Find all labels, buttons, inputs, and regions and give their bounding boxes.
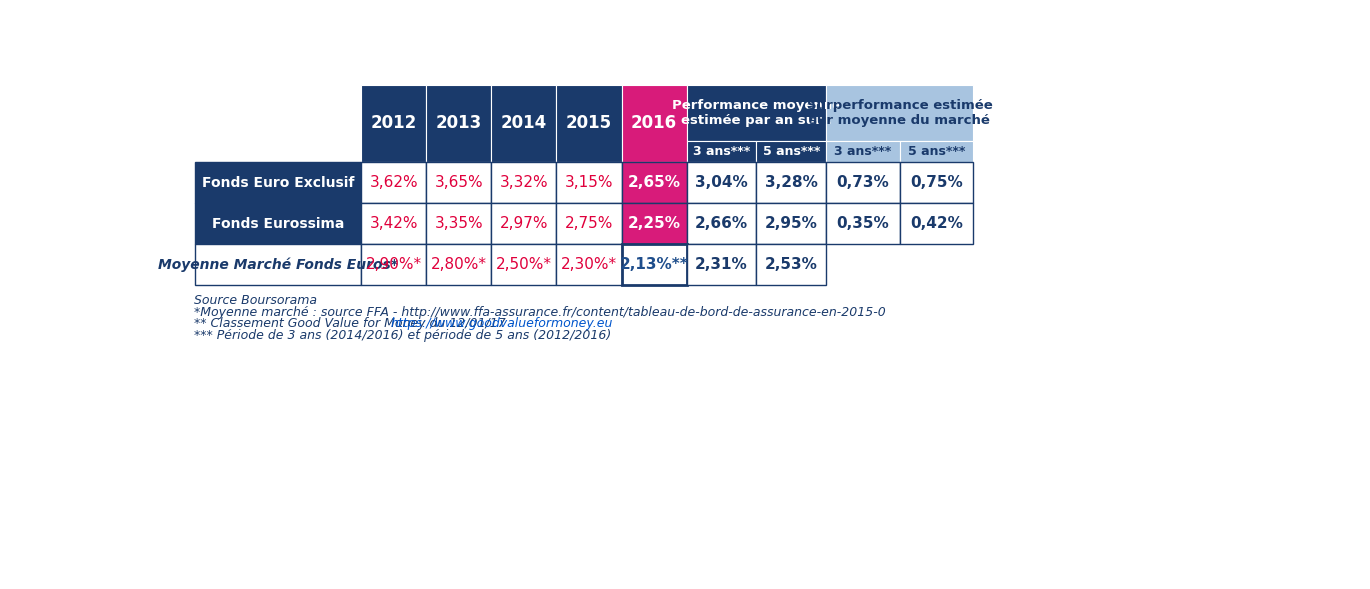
Bar (492, 203, 556, 244)
Text: 2,97%: 2,97% (500, 216, 548, 231)
Bar (362, 163, 426, 203)
Bar (622, 85, 686, 163)
Bar (622, 244, 686, 284)
Bar (686, 163, 756, 203)
Text: 3,35%: 3,35% (434, 216, 484, 231)
Text: 3 ans***: 3 ans*** (693, 145, 751, 158)
Bar (426, 85, 492, 163)
Bar (492, 163, 556, 203)
Text: 2,80%*: 2,80%* (430, 257, 486, 272)
Bar (492, 244, 556, 284)
Bar (492, 85, 556, 163)
Bar (622, 203, 686, 244)
Bar (756, 244, 826, 284)
Bar (686, 85, 826, 141)
Text: ** Classement Good Value for Money du 12/01/17 -: ** Classement Good Value for Money du 12… (195, 317, 519, 330)
Text: 2014: 2014 (501, 114, 547, 133)
Bar (362, 203, 426, 244)
Bar (556, 244, 622, 284)
Bar (426, 244, 492, 284)
Text: 2016: 2016 (632, 114, 677, 133)
Text: 3 ans***: 3 ans*** (834, 145, 892, 158)
Bar (826, 203, 900, 244)
Text: 3,32%: 3,32% (500, 175, 548, 190)
Text: Fonds Eurossima: Fonds Eurossima (211, 217, 344, 230)
Bar (195, 244, 362, 284)
Bar (826, 163, 900, 203)
Text: 0,42%: 0,42% (910, 216, 963, 231)
Text: 2,30%*: 2,30%* (560, 257, 616, 272)
Bar (826, 141, 900, 163)
Bar (756, 141, 826, 163)
Bar (686, 203, 756, 244)
Text: 3,65%: 3,65% (434, 175, 484, 190)
Bar (756, 203, 826, 244)
Bar (195, 163, 362, 203)
Text: 2,25%: 2,25% (627, 216, 681, 231)
Bar (362, 85, 426, 163)
Bar (622, 163, 686, 203)
Text: 0,35%: 0,35% (837, 216, 889, 231)
Bar (826, 85, 973, 141)
Text: 3,42%: 3,42% (370, 216, 418, 231)
Text: 5 ans***: 5 ans*** (908, 145, 966, 158)
Text: *Moyenne marché : source FFA - http://www.ffa-assurance.fr/content/tableau-de-bo: *Moyenne marché : source FFA - http://ww… (195, 306, 886, 319)
Text: 2,65%: 2,65% (627, 175, 681, 190)
Text: 2,66%: 2,66% (695, 216, 748, 231)
Text: Source Boursorama: Source Boursorama (195, 294, 318, 307)
Text: Performance moyenne
estimée par an sur :: Performance moyenne estimée par an sur : (671, 98, 841, 127)
Text: 2,90%*: 2,90%* (366, 257, 422, 272)
Text: Fonds Euro Exclusif: Fonds Euro Exclusif (201, 176, 353, 190)
Bar (686, 244, 756, 284)
Text: 2,95%: 2,95% (764, 216, 818, 231)
Text: 3,62%: 3,62% (370, 175, 418, 190)
Text: 2,53%: 2,53% (764, 257, 818, 272)
Bar (556, 85, 622, 163)
Bar (686, 141, 756, 163)
Text: 0,75%: 0,75% (910, 175, 963, 190)
Text: 2,13%**: 2,13%** (619, 257, 689, 272)
Text: 3,28%: 3,28% (764, 175, 818, 190)
Text: 2013: 2013 (436, 114, 482, 133)
Text: 2012: 2012 (370, 114, 416, 133)
Bar (556, 203, 622, 244)
Bar (556, 163, 622, 203)
Bar (426, 203, 492, 244)
Bar (362, 244, 426, 284)
Bar (900, 203, 973, 244)
Bar (900, 163, 973, 203)
Text: Surperformance estimée
sur moyenne du marché: Surperformance estimée sur moyenne du ma… (807, 98, 993, 127)
Bar (426, 163, 492, 203)
Text: 0,73%: 0,73% (837, 175, 889, 190)
Bar (900, 141, 973, 163)
Text: 2,31%: 2,31% (695, 257, 748, 272)
Text: 5 ans***: 5 ans*** (763, 145, 819, 158)
Text: 3,04%: 3,04% (695, 175, 748, 190)
Text: *** Période de 3 ans (2014/2016) et période de 5 ans (2012/2016): *** Période de 3 ans (2014/2016) et péri… (195, 329, 612, 342)
Bar (756, 163, 826, 203)
Text: 3,15%: 3,15% (564, 175, 614, 190)
Text: 2015: 2015 (566, 114, 612, 133)
Text: 2,50%*: 2,50%* (496, 257, 552, 272)
Text: 2,75%: 2,75% (564, 216, 614, 231)
Text: https://www.goodvalueformoney.eu: https://www.goodvalueformoney.eu (390, 317, 612, 330)
Text: Moyenne Marché Fonds Euros*: Moyenne Marché Fonds Euros* (158, 257, 397, 272)
Bar (195, 203, 362, 244)
